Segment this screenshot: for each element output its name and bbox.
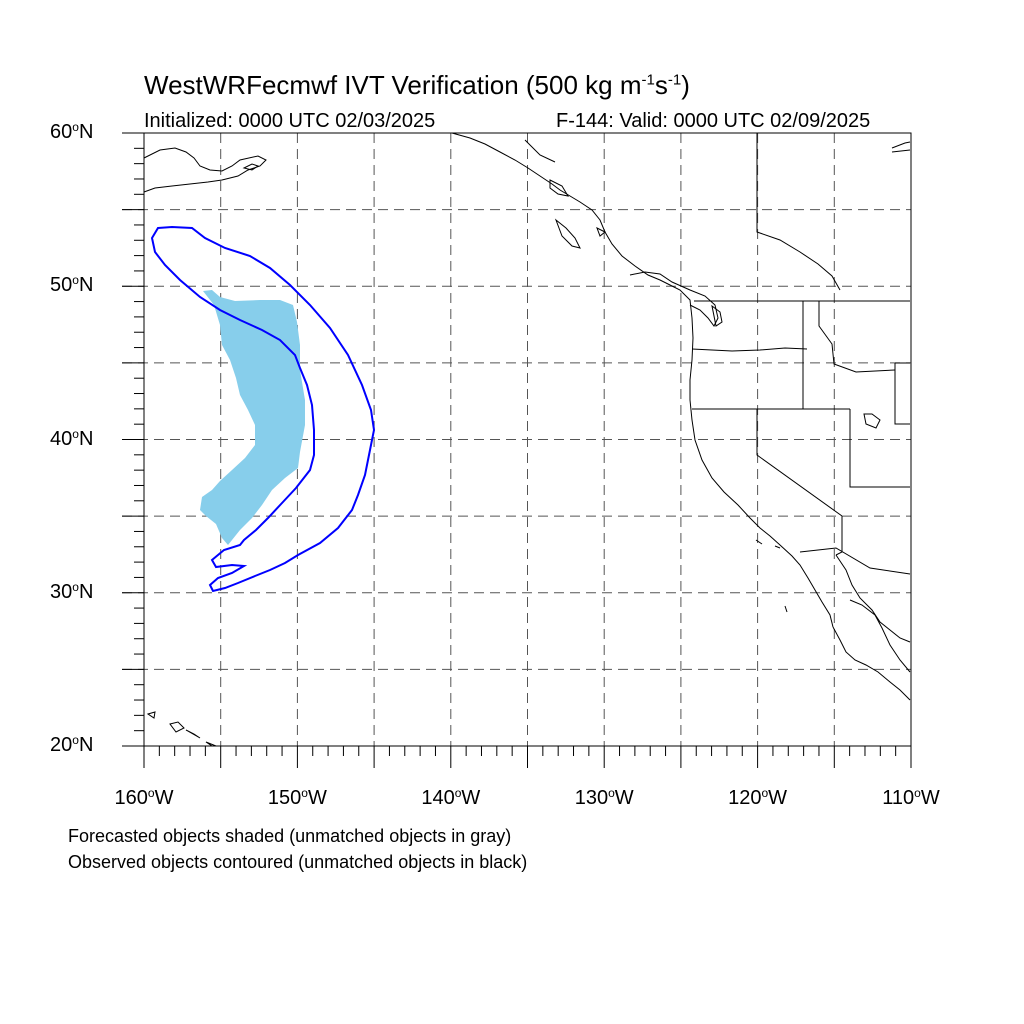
- title-exponent-2: -1: [667, 71, 682, 89]
- title-unit-s: s: [654, 70, 668, 100]
- legend-forecast-note: Forecasted objects shaded (unmatched obj…: [68, 826, 512, 846]
- map-title: WestWRFecmwf IVT Verification (500 kg m-…: [144, 70, 690, 101]
- lon-label: 150oW: [267, 786, 327, 809]
- observed-ivt-contour: [150, 225, 376, 593]
- graticule: [122, 133, 911, 746]
- lon-label: 130oW: [574, 786, 634, 809]
- axis-ticks: [122, 132, 912, 768]
- title-text: WestWRFecmwf IVT Verification (500 kg m: [144, 70, 642, 100]
- map-frame: [143, 132, 912, 747]
- forecast-ivt-object: [200, 290, 305, 545]
- lat-label: 50oN: [50, 273, 94, 297]
- lon-label: 140oW: [421, 786, 481, 809]
- title-close-paren: ): [681, 70, 690, 100]
- valid-time: F-144: Valid: 0000 UTC 02/09/2025: [556, 110, 871, 132]
- title-exponent-1: -1: [641, 71, 655, 89]
- lat-label: 60oN: [50, 120, 94, 143]
- lat-label: 30oN: [50, 579, 94, 603]
- lat-label: 40oN: [50, 426, 94, 450]
- lon-label: 110oW: [882, 786, 940, 809]
- initialized-time: Initialized: 0000 UTC 02/03/2025: [144, 110, 436, 132]
- political-borders: [524, 133, 911, 575]
- lat-label: 20oN: [50, 733, 94, 756]
- legend-observed-note: Observed objects contoured (unmatched ob…: [68, 852, 528, 872]
- lon-label: 160oW: [114, 786, 174, 809]
- lon-label: 120oW: [728, 786, 788, 809]
